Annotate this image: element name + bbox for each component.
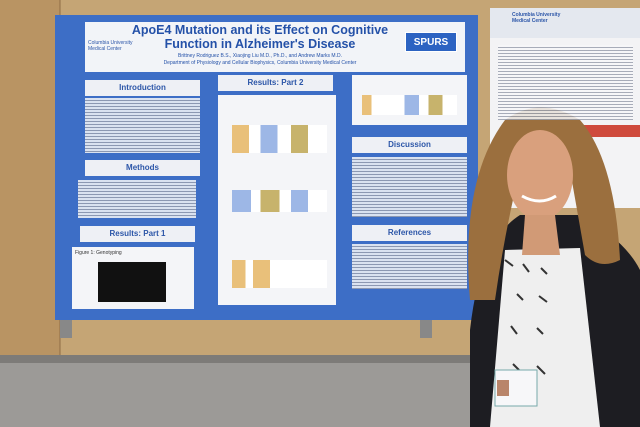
hair — [468, 107, 620, 300]
side-logo: Columbia University Medical Center — [512, 12, 561, 24]
section-heading: Discussion — [352, 137, 467, 153]
text-block — [352, 244, 467, 289]
stand-leg — [420, 320, 432, 338]
bar-figure — [362, 95, 457, 115]
blouse-pattern — [504, 259, 548, 375]
bar-figure — [232, 260, 327, 288]
department: Department of Physiology and Cellular Bi… — [163, 60, 357, 66]
section-heading: Results: Part 1 — [80, 226, 195, 242]
bar-figure — [232, 190, 327, 212]
logo: Columbia University Medical Center — [88, 40, 133, 52]
smile — [521, 194, 557, 203]
bar-figure — [232, 125, 327, 153]
badge-photo — [497, 380, 509, 396]
text-block — [352, 157, 467, 217]
section-heading: Introduction — [85, 80, 200, 96]
face — [507, 130, 573, 220]
badge: SPURS — [405, 32, 457, 52]
text-block — [85, 98, 200, 153]
title-banner — [85, 22, 465, 72]
baseboard — [0, 355, 640, 363]
neck — [522, 215, 560, 255]
wall-panel — [0, 0, 60, 360]
side-poster-header — [490, 8, 640, 38]
text-block — [78, 180, 196, 218]
section-heading: Methods — [85, 160, 200, 176]
gel-image — [98, 262, 166, 302]
section-heading: References — [352, 225, 467, 241]
side-text — [498, 45, 633, 120]
stand-leg — [60, 320, 72, 338]
authors: Brittney Rodriguez B.S., Xiaojing Liu M.… — [178, 53, 342, 59]
poster-title: ApoE4 Mutation and its Effect on Cogniti… — [131, 23, 389, 51]
section-heading: Results: Part 2 — [218, 75, 333, 91]
figure-caption: Figure 1: Genotyping — [75, 250, 122, 256]
